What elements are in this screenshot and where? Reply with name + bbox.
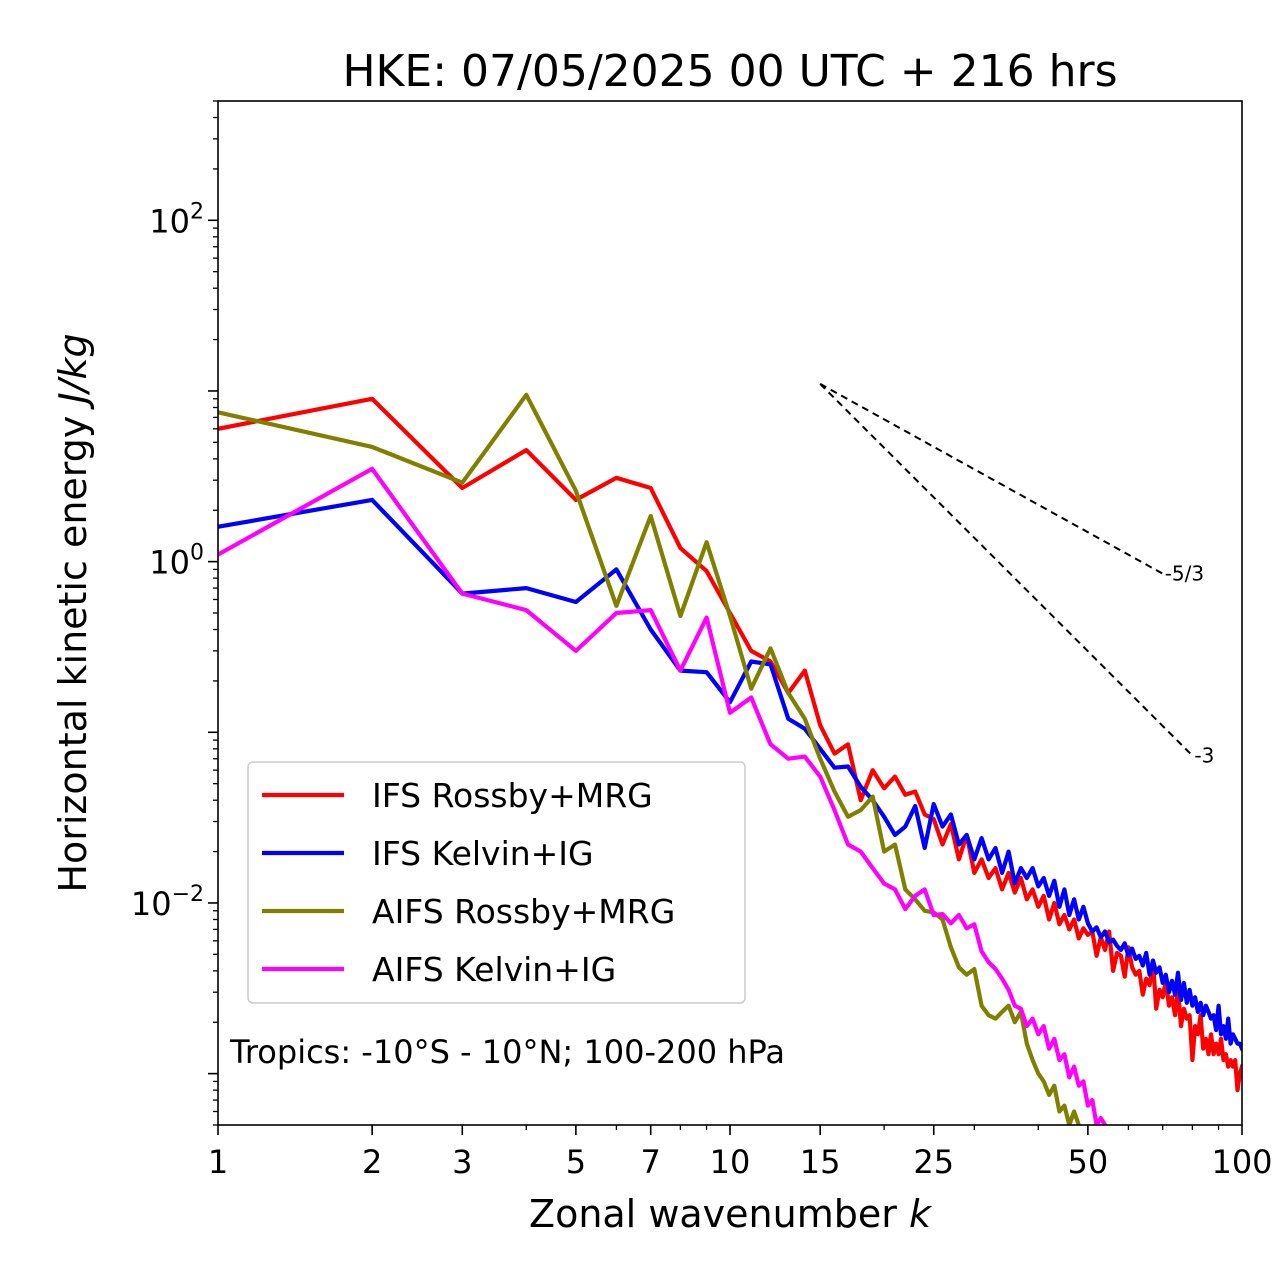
- x-tick-label: 100: [1211, 1143, 1272, 1181]
- series-layer: [218, 392, 1242, 1125]
- y-axis-label: Horizontal kinetic energy J/kg: [51, 333, 95, 892]
- x-tick-label: 25: [913, 1143, 954, 1181]
- chart-title: HKE: 07/05/2025 00 UTC + 216 hrs: [342, 46, 1117, 97]
- x-tick-label: 10: [710, 1143, 751, 1181]
- x-tick-label: 50: [1068, 1143, 1109, 1181]
- legend-label: IFS Rossby+MRG: [372, 776, 653, 815]
- y-tick-label: 100: [149, 541, 204, 582]
- legend: IFS Rossby+MRG IFS Kelvin+IG AIFS Rossby+M…: [247, 761, 746, 1004]
- series-line-2: [218, 497, 1242, 1052]
- legend-items: IFS Rossby+MRG IFS Kelvin+IG AIFS Rossby+M…: [262, 776, 675, 989]
- x-tick-label: 15: [800, 1143, 841, 1181]
- legend-label: IFS Kelvin+IG: [372, 834, 594, 873]
- x-tick-label: 2: [362, 1143, 382, 1181]
- slope-label-2: -3: [1194, 744, 1214, 768]
- legend-label: AIFS Kelvin+IG: [372, 950, 616, 989]
- region-annotation: Tropics: -10°S - 10°N; 100-200 hPa: [229, 1033, 785, 1071]
- x-axis-ticks: 1 2 3 5 7 10 15 25 50 100: [208, 1125, 1273, 1181]
- series-line-3: [218, 392, 1082, 1125]
- legend-box: [247, 761, 746, 1004]
- x-tick-label: 3: [452, 1143, 472, 1181]
- slope-line-1: [819, 383, 1164, 575]
- y-tick-label: 10−2: [131, 882, 204, 923]
- y-tick-label: 102: [149, 199, 204, 240]
- x-tick-label: 5: [566, 1143, 586, 1181]
- y-axis-ticks: 102 100 10−2: [131, 100, 218, 1126]
- slope-line-2: [819, 383, 1194, 757]
- series-line-1: [218, 396, 1242, 1093]
- x-tick-label: 7: [641, 1143, 661, 1181]
- legend-label: AIFS Rossby+MRG: [372, 892, 675, 931]
- series-line-4: [218, 466, 1108, 1125]
- slope-label-1: -5/3: [1165, 562, 1204, 586]
- x-axis-label: Zonal wavenumber k: [529, 1192, 933, 1236]
- x-tick-label: 1: [208, 1143, 228, 1181]
- reference-slopes: -5/3 -3: [819, 383, 1214, 768]
